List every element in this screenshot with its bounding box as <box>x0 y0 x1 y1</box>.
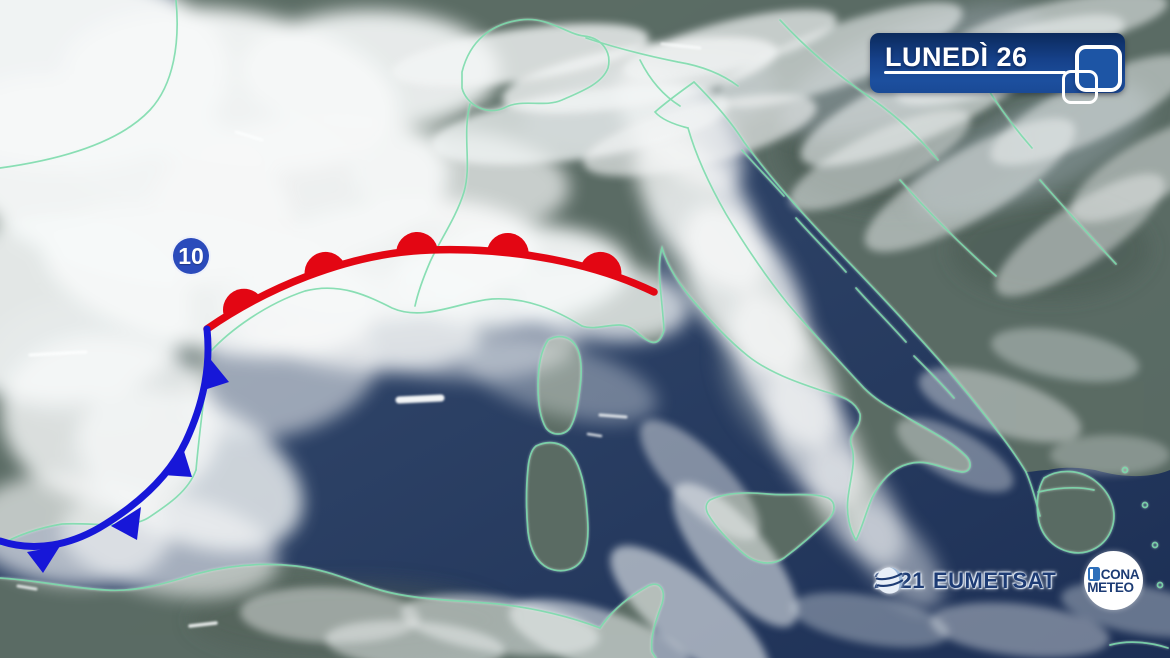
cloud-layer-main <box>0 0 943 609</box>
badge-line-2: METEO <box>1087 580 1134 595</box>
warm-front-semicircles <box>223 232 622 321</box>
badge-text-1: CONA <box>1100 566 1140 582</box>
low-pressure-marker: 10 <box>171 236 211 276</box>
cold-front-triangles <box>27 355 229 573</box>
icona-i-icon <box>1087 567 1100 581</box>
land-sardinia <box>526 442 588 571</box>
cold-front <box>0 325 229 573</box>
attribution: 2021 EUMETSAT <box>874 565 1056 597</box>
attribution-agency: EUMETSAT <box>932 568 1057 593</box>
contrail-streaks <box>16 42 702 628</box>
overlapping-squares-icon <box>1075 45 1122 92</box>
overlapping-squares-icon-small <box>1062 70 1098 104</box>
icona-meteo-badge: CONA METEO <box>1084 551 1143 610</box>
banner-underline <box>884 71 1066 74</box>
date-label: LUNEDÌ 26 <box>885 42 1028 72</box>
warm-front <box>203 232 658 333</box>
badge-text-2: METEO <box>1087 580 1134 595</box>
pressure-value: 10 <box>178 242 204 269</box>
eumetsat-globe-icon <box>875 567 904 594</box>
badge-line-1: CONA <box>1087 566 1140 582</box>
land-peloponnese <box>1037 471 1114 553</box>
